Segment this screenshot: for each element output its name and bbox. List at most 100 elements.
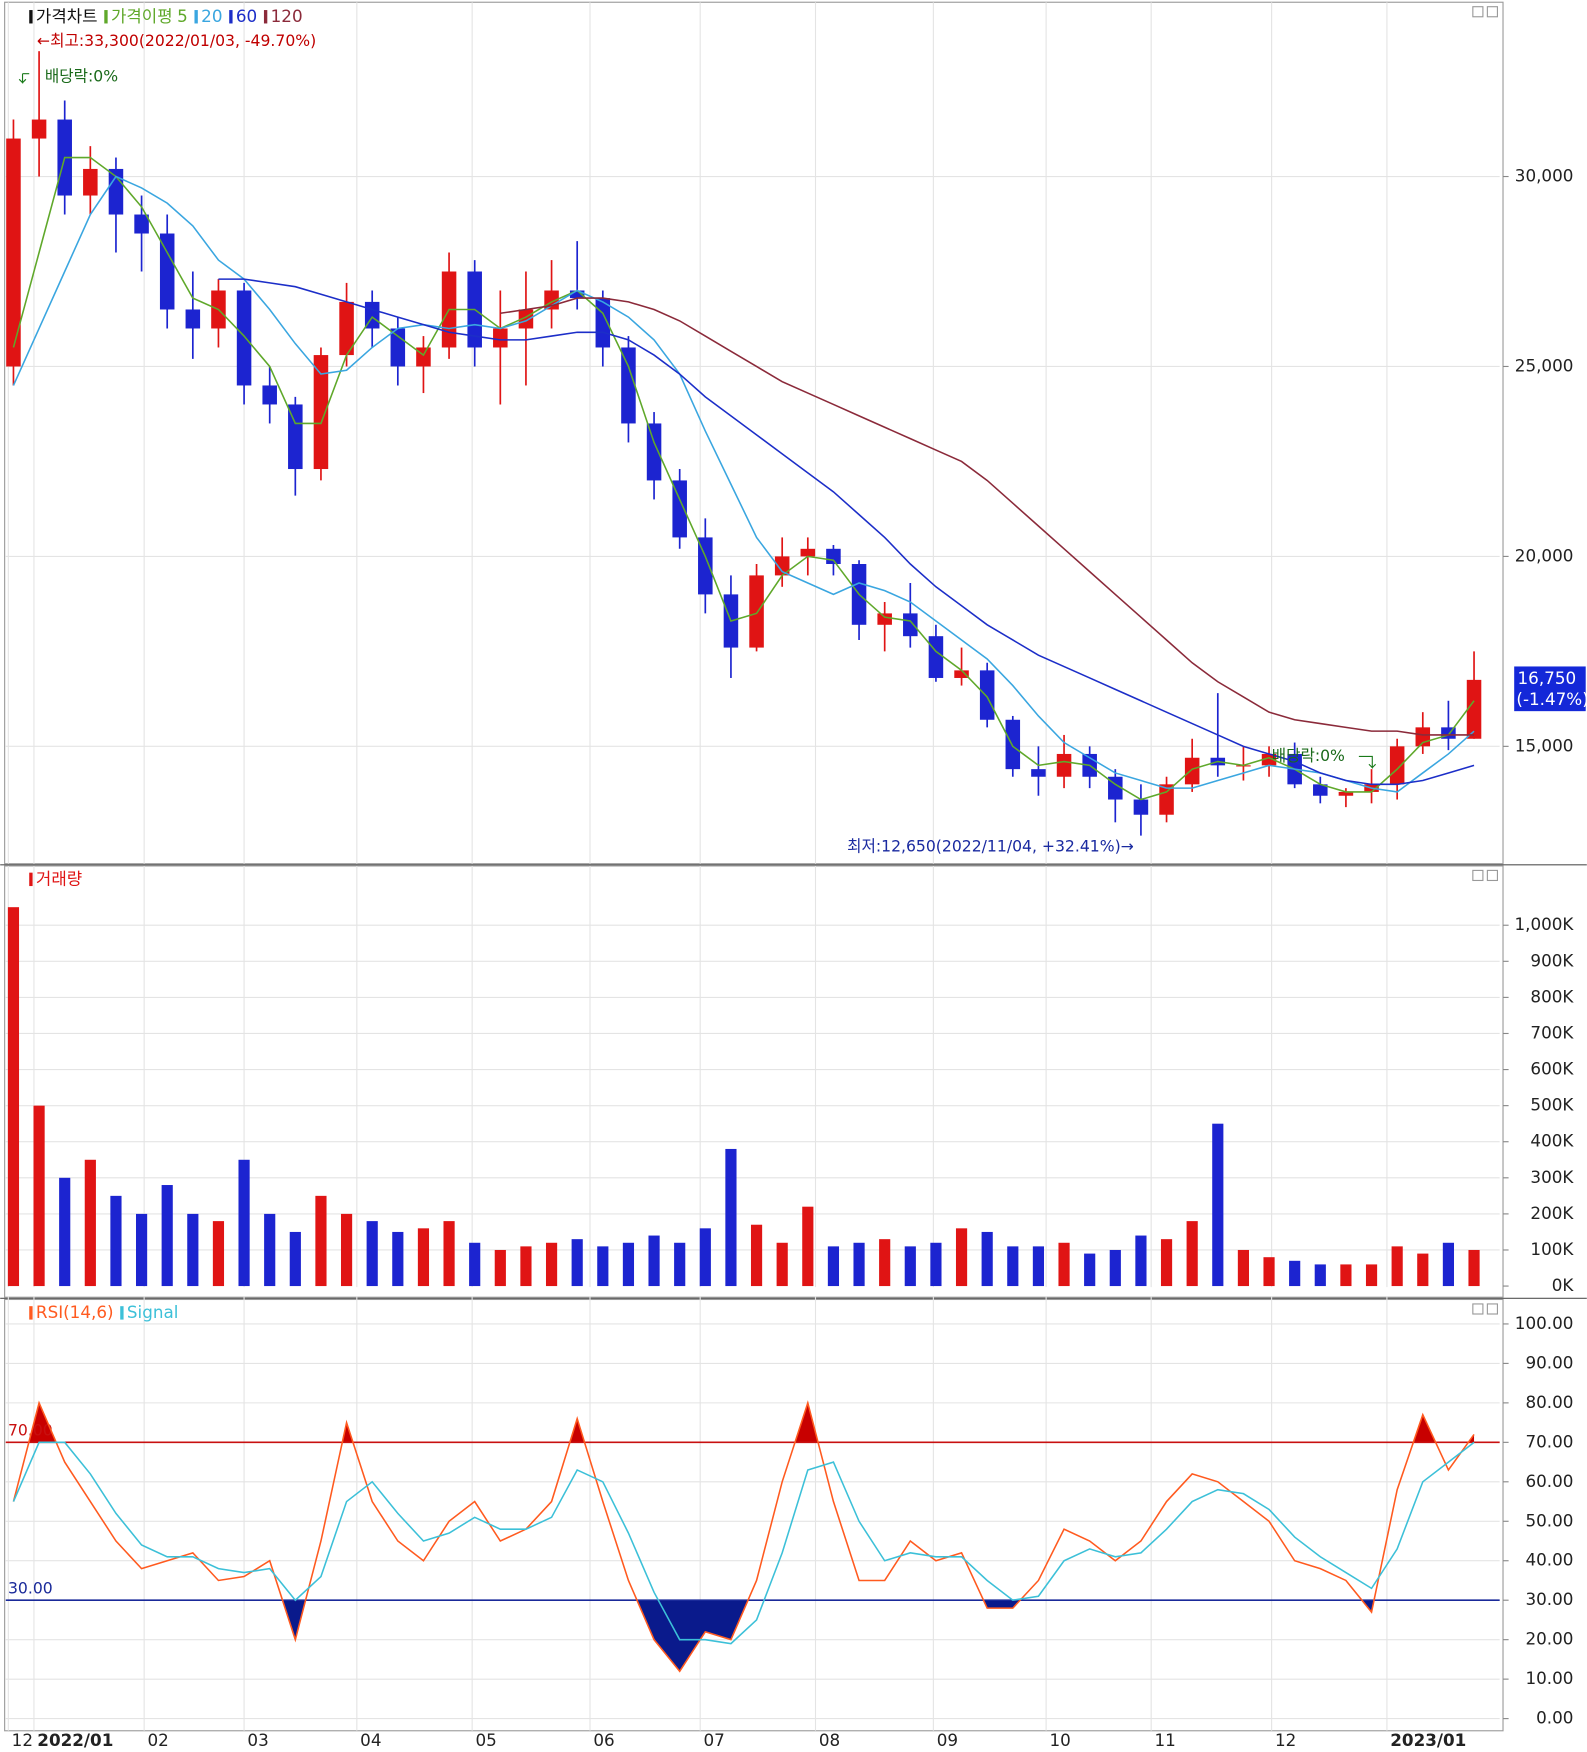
volume-bar bbox=[955, 1228, 968, 1287]
volume-bar bbox=[725, 1148, 737, 1287]
pane-button[interactable] bbox=[1486, 1303, 1498, 1315]
y-tick-label: 100K bbox=[1530, 1239, 1574, 1259]
rsi-line bbox=[12, 1441, 1475, 1645]
volume-bar bbox=[187, 1213, 199, 1287]
candle-body bbox=[1466, 679, 1482, 739]
candle-body bbox=[236, 290, 252, 386]
last-change-label: (-1.47%) bbox=[1516, 689, 1587, 709]
legend-label: 5 bbox=[177, 6, 188, 26]
candle-body bbox=[1441, 727, 1456, 739]
y-tick-label: 25,000 bbox=[1515, 355, 1574, 375]
candle-body bbox=[288, 404, 303, 470]
candle-body bbox=[1338, 791, 1354, 796]
volume-bar bbox=[1058, 1242, 1070, 1287]
volume-bar bbox=[238, 1159, 250, 1287]
x-tick-label: 2022/01 bbox=[37, 1730, 113, 1750]
volume-bar bbox=[161, 1185, 173, 1287]
volume-bar bbox=[33, 1105, 45, 1287]
legend-marker bbox=[120, 1306, 124, 1320]
y-tick-label: 50.00 bbox=[1525, 1510, 1573, 1530]
candle-body bbox=[185, 309, 201, 329]
volume-bar bbox=[545, 1242, 558, 1287]
x-tick-label: 05 bbox=[475, 1730, 496, 1750]
y-tick-label: 0.00 bbox=[1536, 1708, 1573, 1728]
x-tick-label: 07 bbox=[704, 1730, 725, 1750]
pane-button[interactable] bbox=[1472, 869, 1484, 882]
candle-body bbox=[774, 556, 790, 576]
y-tick-label: 1,000K bbox=[1514, 914, 1574, 934]
y-tick-label: 500K bbox=[1530, 1095, 1574, 1115]
legend-label: 120 bbox=[271, 6, 303, 26]
volume-bar bbox=[1263, 1257, 1275, 1287]
candle-body bbox=[749, 575, 764, 648]
candle-body bbox=[493, 328, 508, 348]
annotation: 배당락:0% bbox=[45, 67, 118, 86]
moving-average bbox=[12, 175, 1475, 793]
y-tick-label: 90.00 bbox=[1525, 1352, 1573, 1372]
pane-button[interactable] bbox=[1486, 869, 1498, 882]
legend-label: 가격이평 bbox=[111, 6, 173, 26]
legend-marker bbox=[194, 10, 198, 24]
pane-button[interactable] bbox=[1472, 1303, 1484, 1315]
x-tick-label: 06 bbox=[593, 1730, 614, 1750]
y-tick-label: 700K bbox=[1530, 1022, 1574, 1042]
volume-bar bbox=[1084, 1253, 1096, 1287]
x-tick-label: 04 bbox=[360, 1730, 381, 1750]
legend-label: 20 bbox=[201, 6, 222, 26]
last-price-box bbox=[1514, 666, 1586, 712]
reference-label: 30.00 bbox=[8, 1579, 53, 1598]
candle-body bbox=[134, 214, 149, 234]
volume-bar bbox=[879, 1239, 891, 1287]
y-tick-label: 900K bbox=[1530, 950, 1574, 970]
legend-label: 60 bbox=[236, 6, 257, 26]
volume-bar bbox=[1237, 1249, 1250, 1287]
volume-bar bbox=[7, 907, 20, 1287]
volume-bar bbox=[84, 1159, 96, 1287]
pane-button[interactable] bbox=[1472, 6, 1484, 18]
volume-bar bbox=[571, 1239, 583, 1287]
volume-bar bbox=[392, 1231, 404, 1287]
candle-body bbox=[698, 537, 713, 595]
y-tick-label: 0K bbox=[1552, 1275, 1575, 1295]
legend-label: 거래량 bbox=[36, 868, 82, 888]
volume-bar bbox=[1212, 1123, 1224, 1287]
y-tick-label: 40.00 bbox=[1525, 1550, 1573, 1570]
candle-body bbox=[1313, 784, 1328, 796]
candle-body bbox=[979, 670, 995, 720]
volume-bar bbox=[1109, 1249, 1121, 1287]
annotation: ←최고:33,300(2022/01/03, -49.70%) bbox=[37, 31, 316, 50]
volume-bar bbox=[1032, 1246, 1045, 1287]
legend-label: Signal bbox=[127, 1302, 178, 1322]
y-tick-label: 400K bbox=[1530, 1131, 1574, 1151]
legend-marker bbox=[263, 10, 268, 24]
volume-bar bbox=[1391, 1246, 1403, 1287]
price-pane bbox=[4, 1, 1504, 865]
volume-bar bbox=[59, 1177, 71, 1287]
candle-body bbox=[928, 636, 944, 678]
x-tick-label: 11 bbox=[1155, 1730, 1176, 1750]
last-price-label: 16,750 bbox=[1518, 668, 1577, 688]
legend-marker bbox=[229, 10, 233, 24]
candle-body bbox=[1261, 753, 1277, 766]
volume-bar bbox=[622, 1242, 635, 1287]
pane-button[interactable] bbox=[1486, 6, 1498, 18]
volume-pane bbox=[4, 865, 1504, 1298]
volume-bar bbox=[853, 1242, 865, 1287]
candle-body bbox=[1056, 753, 1072, 777]
volume-bar bbox=[1186, 1221, 1198, 1287]
legend-marker bbox=[29, 872, 33, 887]
volume-bar bbox=[289, 1231, 301, 1287]
volume-bar bbox=[469, 1242, 481, 1287]
volume-bar bbox=[776, 1242, 788, 1287]
candle-body bbox=[83, 168, 98, 196]
volume-bar bbox=[1442, 1242, 1455, 1287]
y-tick-label: 600K bbox=[1530, 1059, 1574, 1079]
volume-bar bbox=[443, 1221, 455, 1287]
y-tick-label: 20,000 bbox=[1515, 545, 1574, 565]
candle-body bbox=[313, 355, 329, 470]
